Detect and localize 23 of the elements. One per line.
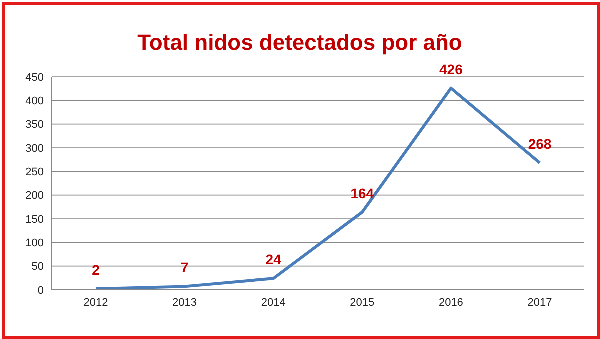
x-tick-label: 2012 <box>84 296 108 309</box>
y-tick-label: 450 <box>26 72 44 84</box>
data-label: 426 <box>440 61 464 78</box>
y-tick-label: 150 <box>26 214 44 226</box>
x-tick-label: 2016 <box>438 296 464 309</box>
data-label: 2 <box>92 262 100 278</box>
data-label: 164 <box>350 185 374 202</box>
y-tick-label: 350 <box>26 119 44 132</box>
y-tick-label: 400 <box>26 96 44 108</box>
y-tick-label: 100 <box>26 238 44 250</box>
data-label: 268 <box>528 136 552 152</box>
y-tick-label: 200 <box>26 190 44 202</box>
y-tick-label: 300 <box>26 142 44 155</box>
y-tick-label: 50 <box>32 261 44 274</box>
y-tick-label: 0 <box>38 284 44 297</box>
data-label: 7 <box>180 260 189 276</box>
y-tick-label: 250 <box>26 166 44 179</box>
x-tick-label: 2013 <box>172 296 198 309</box>
data-label: 24 <box>266 252 282 268</box>
x-tick-label: 2014 <box>261 296 286 309</box>
x-tick-label: 2017 <box>528 296 552 309</box>
chart-title: Total nidos detectados por año <box>136 30 464 56</box>
x-tick-label: 2015 <box>350 296 375 309</box>
